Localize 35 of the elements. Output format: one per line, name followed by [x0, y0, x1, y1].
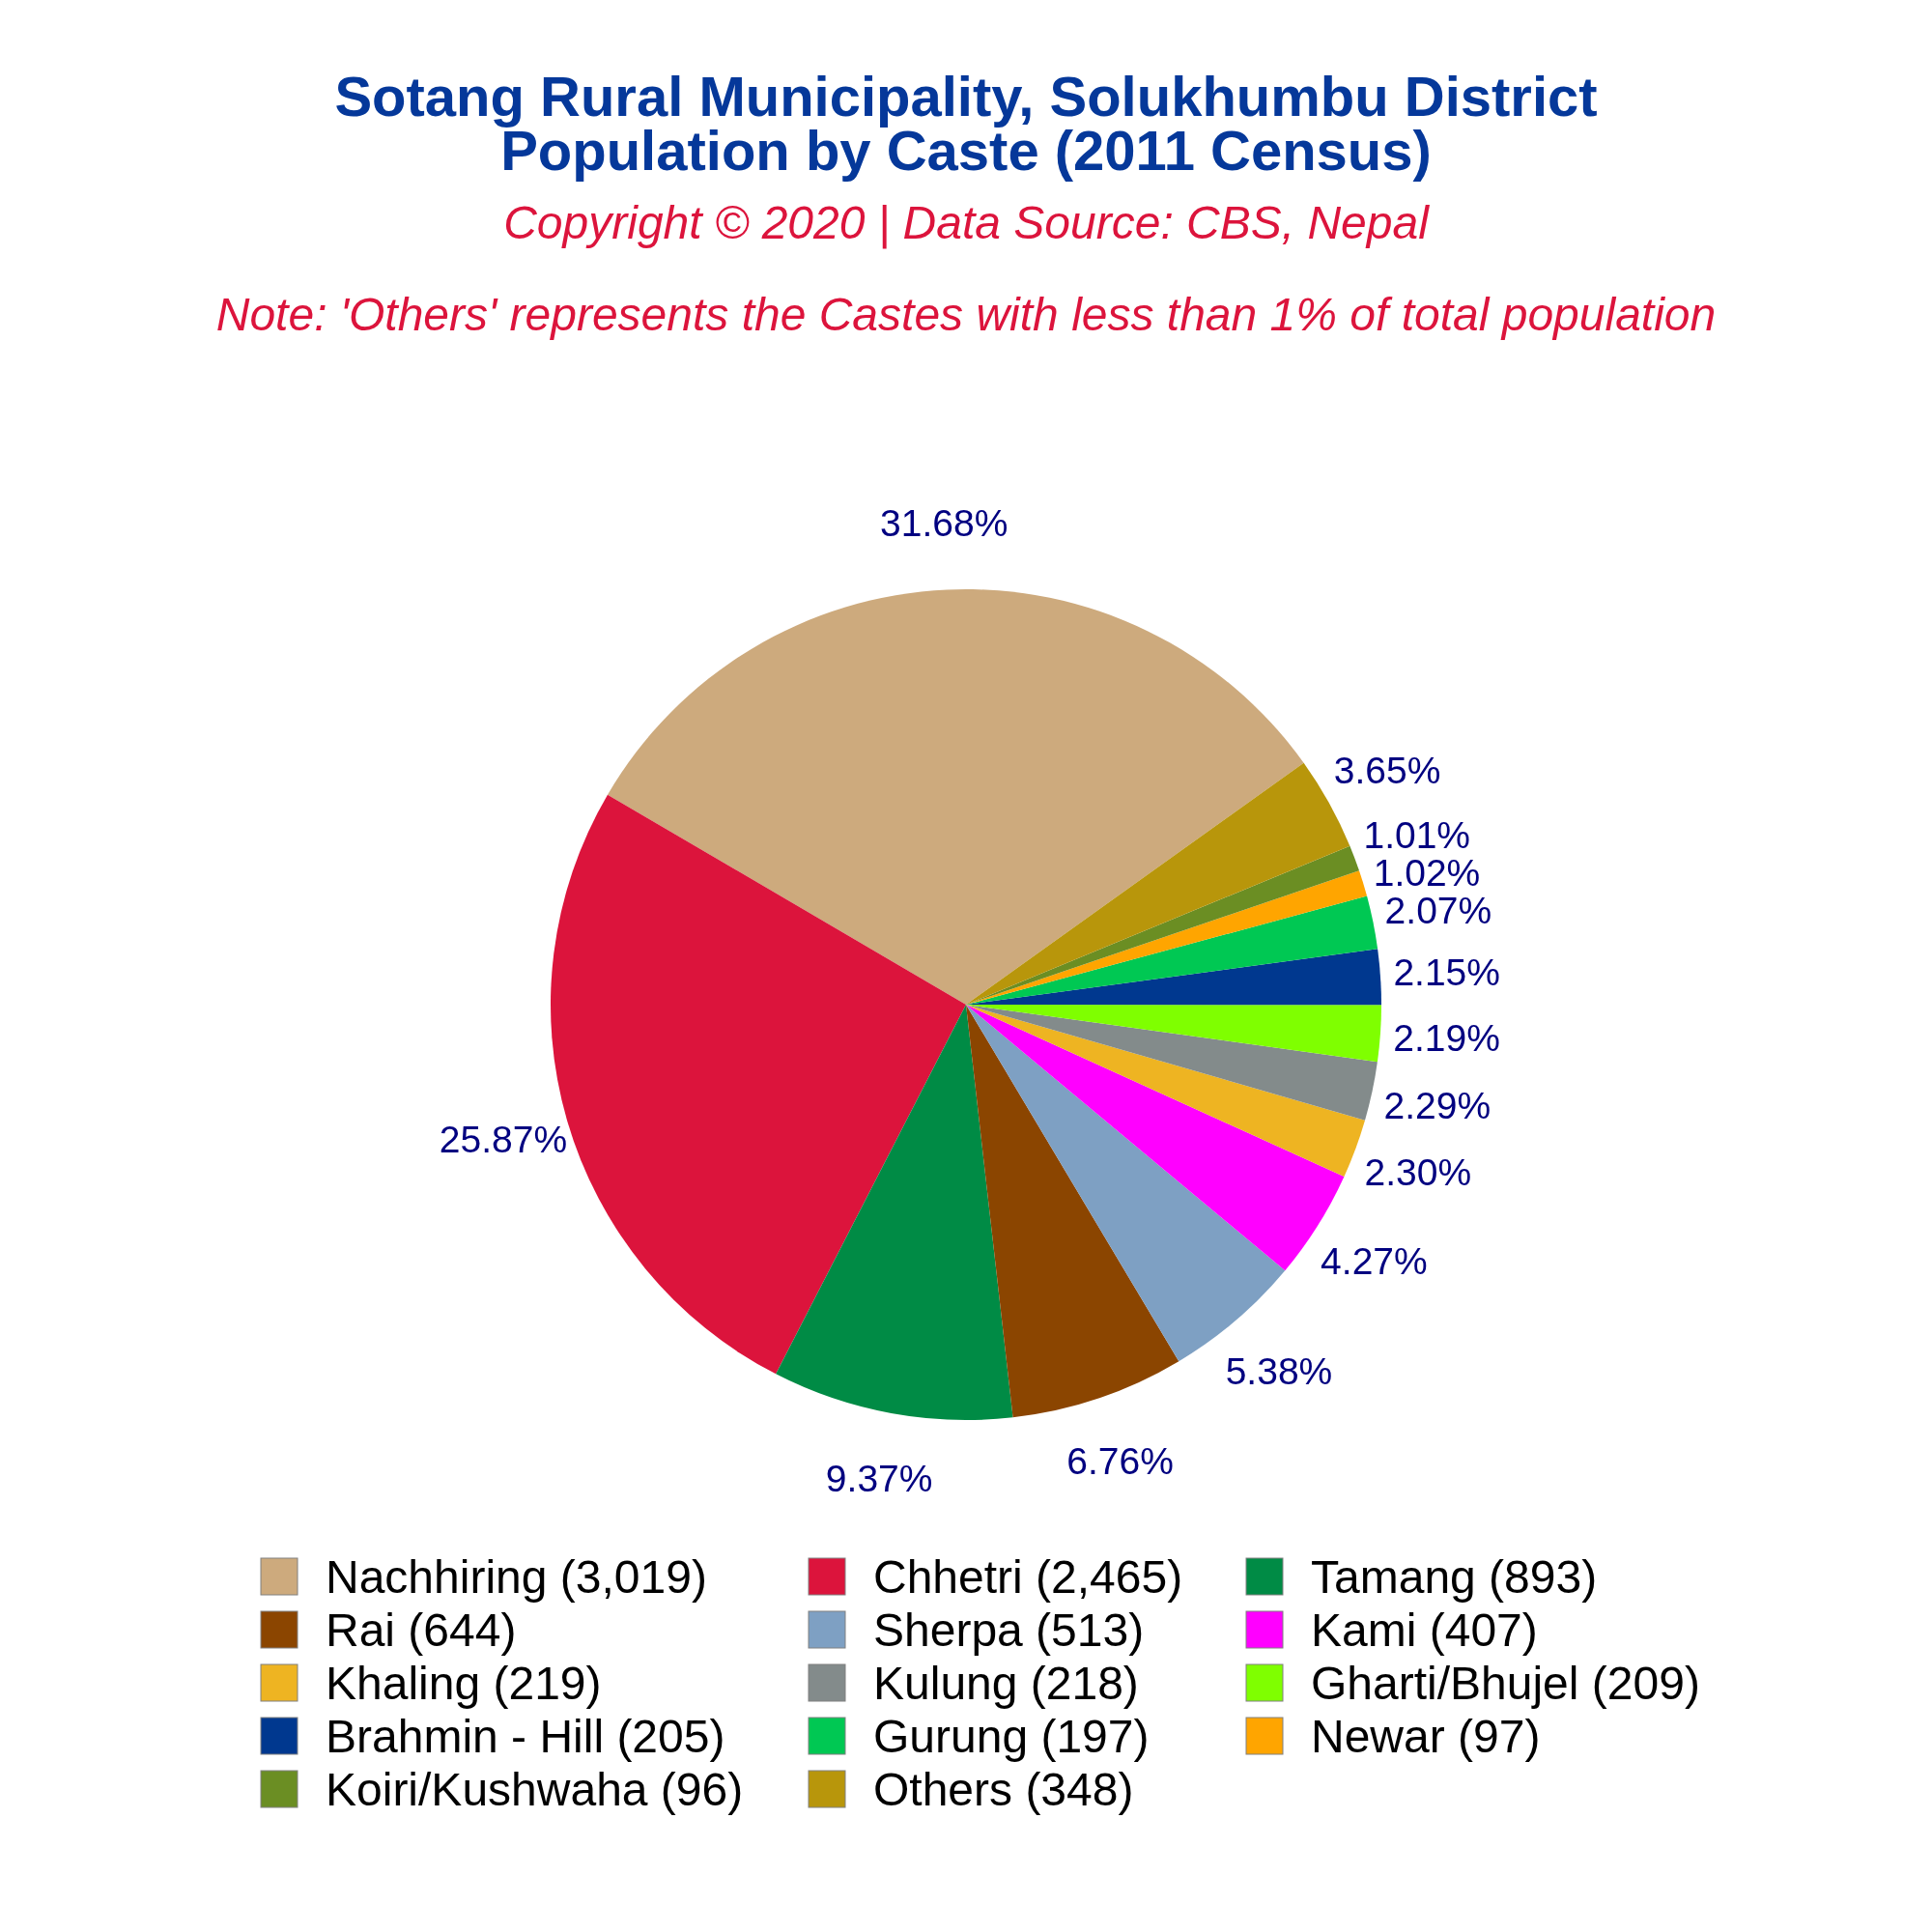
pie-slice	[776, 1005, 1013, 1420]
data-label: 2.30%	[1364, 1151, 1472, 1193]
legend-label: Others (348)	[873, 1763, 1134, 1815]
data-label: 2.15%	[1393, 952, 1500, 994]
pie-slice	[966, 895, 1378, 1005]
data-label: 25.87%	[439, 1118, 568, 1160]
legend-label: Gharti/Bhujel (209)	[1311, 1657, 1700, 1709]
data-label: 2.19%	[1393, 1017, 1500, 1060]
data-label: 5.38%	[1225, 1350, 1333, 1392]
legend-label: Kulung (218)	[873, 1657, 1139, 1709]
data-label: 2.29%	[1383, 1084, 1492, 1126]
pie-slice	[966, 870, 1368, 1005]
legend-label: Tamang (893)	[1311, 1550, 1598, 1603]
legend-label: Gurung (197)	[873, 1710, 1150, 1762]
data-label: 6.76%	[1066, 1440, 1174, 1483]
chart-title: Sotang Rural Municipality, Solukhumbu District Population by Caste (2011 Census)	[334, 65, 1598, 182]
legend-label: Chhetri (2,465)	[873, 1550, 1183, 1603]
legend-label: Khaling (219)	[326, 1657, 602, 1709]
legend-label: Brahmin - Hill (205)	[326, 1710, 725, 1762]
data-label: 3.65%	[1333, 750, 1441, 792]
legend-label: Koiri/Kushwaha (96)	[326, 1763, 744, 1815]
pie-slice	[607, 589, 1304, 1005]
text: Note: 'Others' represents the Castes with less than 1% of total population	[215, 289, 1717, 340]
data-label: 4.27%	[1321, 1239, 1428, 1282]
data-label: 31.68%	[880, 502, 1009, 545]
legend-label: Newar (97)	[1311, 1710, 1541, 1762]
legend-label: Rai (644)	[326, 1604, 517, 1656]
pie-slice	[966, 1005, 1365, 1177]
data-label: 9.37%	[825, 1458, 933, 1500]
legend-label: Nachhiring (3,019)	[326, 1550, 707, 1603]
pie-slice	[966, 1005, 1378, 1121]
legend-label: Kami (407)	[1311, 1604, 1538, 1656]
pie-slice	[966, 1005, 1179, 1418]
chart-subtitle: Copyright © 2020 | Data Source: CBS, Nepal	[503, 197, 1431, 249]
legend-label: Sherpa (513)	[873, 1604, 1145, 1656]
